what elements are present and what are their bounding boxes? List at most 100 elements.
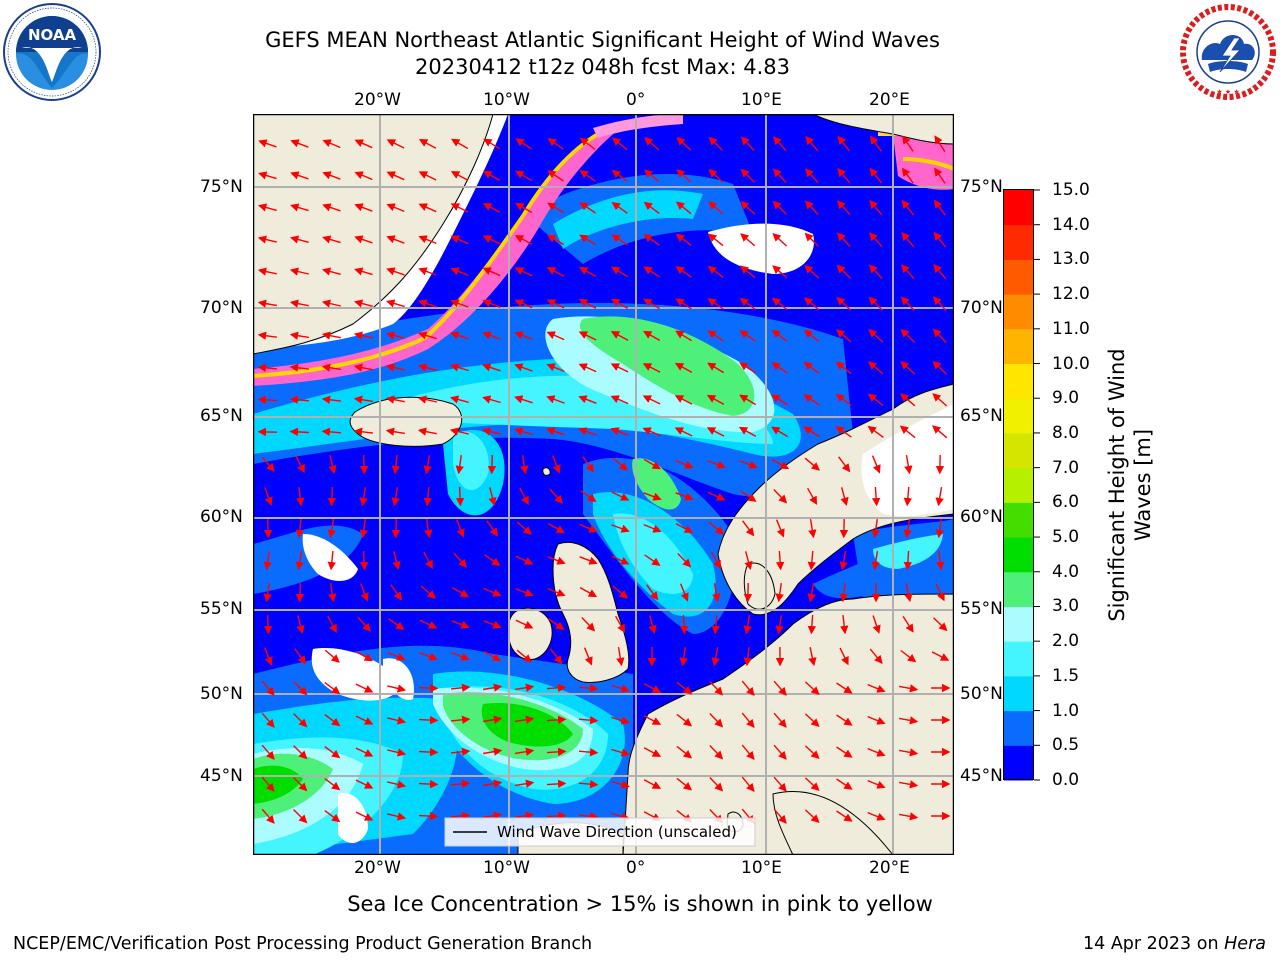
wave-direction-arrow — [516, 649, 532, 663]
wave-direction-arrow — [386, 171, 405, 181]
wave-direction-arrow — [803, 329, 820, 343]
wave-direction-arrow — [868, 296, 883, 311]
wave-direction-arrow — [836, 264, 851, 279]
wave-direction-arrow — [648, 615, 657, 635]
wave-direction-arrow — [290, 139, 309, 148]
lat-tick-left: 55°N — [200, 599, 243, 619]
wave-direction-arrow — [771, 458, 790, 470]
wave-direction-arrow — [871, 550, 880, 571]
wave-direction-arrow — [514, 779, 535, 788]
wave-direction-arrow — [935, 486, 944, 507]
wave-direction-arrow — [837, 135, 851, 152]
lat-tick-left: 70°N — [200, 298, 243, 318]
wave-direction-arrow — [321, 395, 341, 404]
wave-direction-arrow — [549, 488, 563, 504]
wave-direction-arrow — [674, 362, 693, 374]
wave-direction-arrow — [867, 425, 884, 438]
lon-tick-top: 10°W — [483, 90, 530, 110]
wave-direction-arrow — [391, 518, 401, 539]
wave-direction-arrow — [902, 616, 914, 633]
wave-direction-arrow — [257, 331, 277, 340]
arrow-legend: Wind Wave Direction (unscaled) — [444, 817, 756, 847]
wave-direction-arrow — [675, 330, 693, 342]
wave-direction-arrow — [643, 715, 662, 725]
wave-direction-arrow — [772, 168, 787, 183]
wave-direction-arrow — [743, 647, 752, 667]
colorbar-band — [1004, 363, 1033, 399]
wave-direction-arrow — [353, 331, 373, 340]
lat-tick-right: 65°N — [960, 406, 1003, 426]
wave-direction-arrow — [643, 233, 660, 246]
wave-direction-arrow — [418, 715, 439, 725]
wave-direction-arrow — [450, 203, 469, 213]
wave-direction-arrow — [328, 582, 337, 603]
colorbar-band — [1004, 294, 1033, 330]
wave-direction-arrow — [772, 232, 788, 247]
wave-direction-arrow — [773, 136, 787, 152]
wave-direction-arrow — [293, 777, 308, 792]
wave-direction-arrow — [867, 393, 884, 407]
wave-direction-arrow — [579, 586, 598, 598]
wave-direction-arrow — [707, 491, 726, 501]
wave-direction-arrow — [261, 456, 275, 472]
colorbar-band — [1004, 710, 1033, 746]
wave-direction-arrow — [296, 615, 305, 635]
wave-direction-arrow — [418, 267, 437, 276]
wave-direction-arrow — [322, 235, 341, 244]
colorbar-tick-label: 5.0 — [1052, 527, 1080, 548]
wave-direction-arrow — [836, 232, 851, 247]
lat-tick-right: 60°N — [960, 507, 1003, 527]
wave-direction-arrow — [837, 200, 851, 216]
wave-direction-arrow — [804, 713, 820, 728]
wave-direction-arrow — [643, 492, 662, 501]
colorbar-tick-label: 6.0 — [1052, 492, 1080, 513]
wave-direction-arrow — [418, 747, 439, 757]
wave-direction-arrow — [773, 489, 788, 504]
wave-direction-arrow — [642, 330, 661, 342]
wave-direction-arrow — [867, 779, 886, 789]
wave-direction-arrow — [546, 299, 565, 309]
wave-direction-arrow — [547, 202, 565, 214]
wave-direction-arrow — [839, 583, 848, 603]
wave-direction-arrow — [357, 616, 371, 632]
wave-direction-arrow — [741, 744, 755, 760]
wave-direction-arrow — [643, 523, 662, 533]
footer-left: NCEP/EMC/Verification Post Processing Pr… — [13, 934, 593, 954]
lon-tick-bottom: 20°E — [869, 858, 910, 878]
wave-direction-arrow — [263, 582, 272, 603]
colorbar-tick-label: 10.0 — [1052, 353, 1090, 374]
wave-direction-arrow — [739, 459, 758, 469]
wave-direction-arrow — [739, 265, 756, 279]
wave-direction-arrow — [932, 296, 947, 312]
wave-direction-arrow — [611, 780, 630, 789]
colorbar-tick-label: 13.0 — [1052, 249, 1090, 270]
wave-direction-arrow — [646, 584, 659, 601]
wave-direction-arrow — [418, 235, 437, 245]
wave-direction-arrow — [455, 454, 464, 475]
wave-direction-arrow — [771, 362, 788, 374]
lon-tick-top: 20°E — [869, 90, 910, 110]
wave-direction-arrow — [642, 395, 661, 405]
wave-direction-arrow — [804, 809, 820, 824]
wave-direction-arrow — [546, 331, 565, 341]
wave-direction-arrow — [933, 264, 947, 280]
wave-direction-arrow — [546, 747, 567, 757]
wave-direction-arrow — [289, 235, 309, 244]
lon-tick-top: 20°W — [354, 90, 401, 110]
wave-direction-arrow — [644, 137, 660, 151]
lat-tick-right: 55°N — [960, 599, 1003, 619]
colorbar-band — [1004, 606, 1033, 642]
wave-direction-arrow — [611, 201, 628, 214]
wave-direction-arrow — [772, 200, 787, 215]
wave-direction-arrow — [934, 135, 946, 152]
wave-direction-arrow — [935, 583, 945, 602]
wave-direction-arrow — [936, 551, 945, 571]
wave-direction-arrow — [804, 745, 820, 760]
wave-direction-arrow — [679, 646, 688, 667]
wave-direction-arrow — [450, 715, 471, 724]
wave-direction-arrow — [808, 647, 817, 667]
wave-direction-arrow — [387, 651, 406, 661]
wave-direction-arrow — [546, 234, 565, 246]
wave-direction-arrow — [867, 683, 886, 693]
wave-direction-arrow — [611, 684, 630, 693]
